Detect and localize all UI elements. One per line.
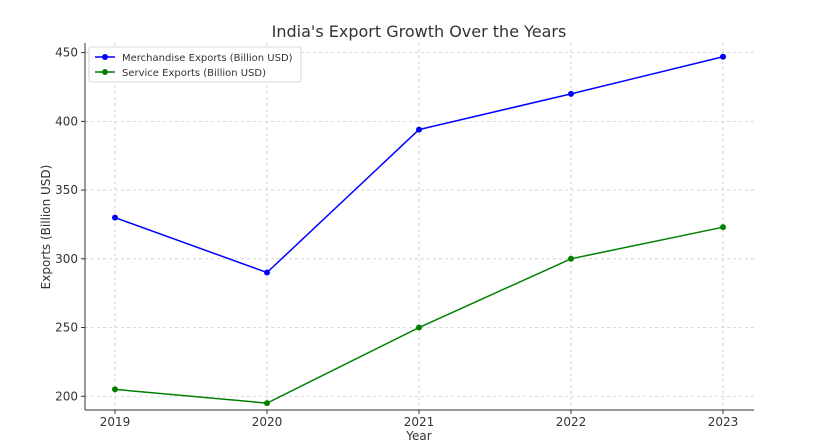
x-tick-label: 2021 (404, 415, 435, 429)
x-axis-ticks: 2019 2020 2021 2022 2023 (100, 410, 739, 429)
data-point (416, 126, 422, 133)
x-tick-label: 2023 (708, 415, 739, 429)
chart-title: India's Export Growth Over the Years (272, 22, 567, 41)
series-group (112, 53, 726, 407)
legend-box (88, 46, 302, 83)
legend-marker-merchandise (102, 54, 108, 60)
y-tick-label: 200 (55, 389, 78, 403)
y-tick-label: 250 (55, 321, 78, 335)
y-tick-label: 450 (55, 46, 78, 60)
data-point (264, 400, 270, 407)
y-tick-label: 300 (55, 252, 78, 266)
legend-label-service: Service Exports (Billion USD) (122, 68, 266, 79)
y-axis-ticks: 200 250 300 350 400 450 (55, 46, 85, 403)
legend-label-merchandise: Merchandise Exports (Billion USD) (122, 53, 293, 64)
data-point (112, 214, 118, 221)
y-tick-label: 350 (55, 183, 78, 197)
data-point (720, 224, 726, 231)
y-tick-label: 400 (55, 114, 78, 128)
grid (85, 43, 754, 410)
legend-marker-service (102, 69, 108, 75)
x-tick-label: 2019 (100, 415, 131, 429)
data-point (264, 269, 270, 276)
x-tick-label: 2020 (252, 415, 283, 429)
x-tick-label: 2022 (556, 415, 587, 429)
data-point (416, 324, 422, 331)
y-axis-label: Exports (Billion USD) (39, 165, 53, 290)
data-point (568, 255, 574, 262)
data-point (112, 386, 118, 393)
data-point (720, 53, 726, 60)
data-point (568, 90, 574, 97)
x-axis-label: Year (405, 429, 431, 443)
legend: Merchandise Exports (Billion USD) Servic… (88, 46, 302, 83)
